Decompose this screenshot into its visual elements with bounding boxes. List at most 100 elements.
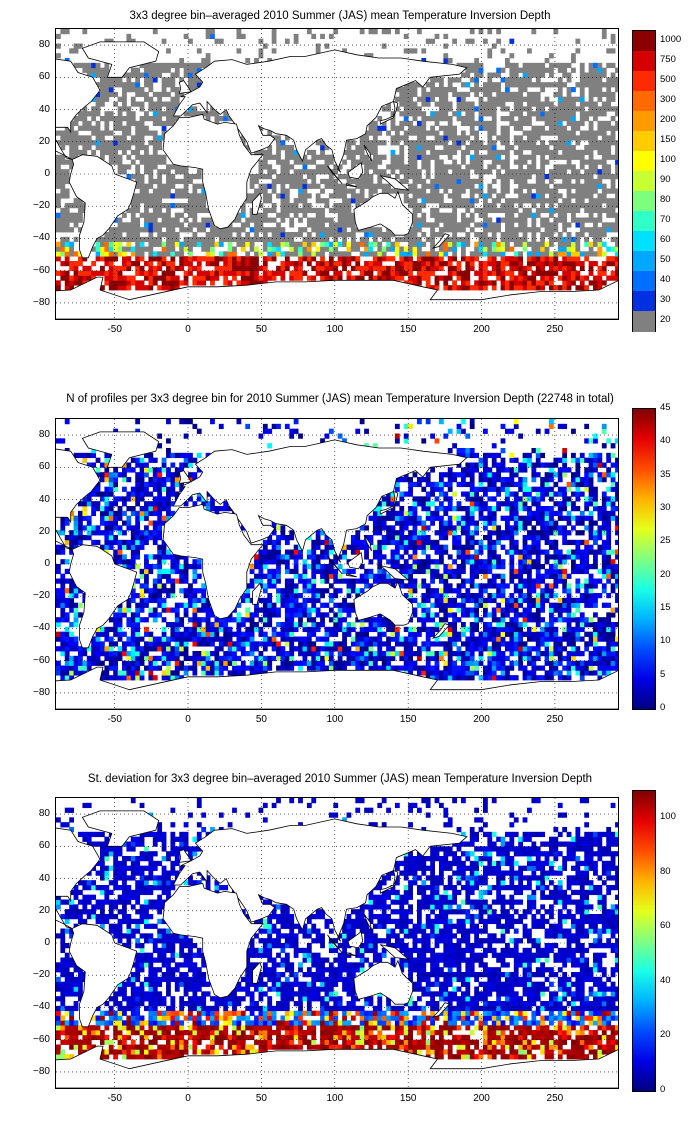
bin-cell xyxy=(452,145,457,151)
bin-cell xyxy=(166,573,171,579)
bin-cell xyxy=(130,636,136,642)
bin-cell xyxy=(56,578,61,584)
bin-cell xyxy=(148,169,154,175)
bin-cell xyxy=(588,246,594,252)
bin-cell xyxy=(408,149,413,156)
bin-cell xyxy=(496,72,502,78)
bin-cell xyxy=(298,433,303,439)
bin-cell xyxy=(157,578,163,584)
bin-cell xyxy=(553,29,559,35)
bin-cell xyxy=(139,617,145,623)
bin-cell xyxy=(350,198,356,204)
bin-cell xyxy=(205,256,211,262)
bin-cell xyxy=(139,87,145,93)
bin-cell xyxy=(500,265,506,272)
bin-cell xyxy=(359,145,365,151)
bin-cell xyxy=(298,573,303,579)
bin-cell xyxy=(535,67,541,73)
bin-cell xyxy=(91,261,97,267)
bin-cell xyxy=(412,48,418,54)
bin-cell xyxy=(320,217,325,223)
bin-cell xyxy=(192,193,198,199)
bin-cell xyxy=(183,193,189,199)
bin-cell xyxy=(166,622,171,628)
bin-cell xyxy=(214,227,220,233)
bin-cell xyxy=(188,665,193,671)
bin-cell xyxy=(408,203,413,209)
bin-cell xyxy=(386,188,391,194)
bin-cell xyxy=(82,116,88,122)
bin-cell xyxy=(170,462,176,468)
bin-cell xyxy=(152,91,158,98)
bin-cell xyxy=(258,665,264,671)
bin-cell xyxy=(350,275,356,281)
bin-cell xyxy=(170,491,176,497)
bin-cell xyxy=(104,246,110,252)
bin-cell xyxy=(328,568,334,575)
bin-cell xyxy=(135,477,141,483)
bin-cell xyxy=(302,568,308,575)
bin-cell xyxy=(540,111,546,117)
bin-cell xyxy=(518,96,524,102)
bin-cell xyxy=(104,646,110,652)
bin-cell xyxy=(148,96,154,102)
bin-cell xyxy=(527,120,532,127)
bin-cell xyxy=(271,154,277,160)
bin-cell xyxy=(601,135,607,141)
bin-cell xyxy=(372,164,378,170)
bin-cell xyxy=(64,203,70,209)
bin-cell xyxy=(210,241,215,247)
bin-cell xyxy=(584,82,590,88)
bin-cell xyxy=(254,607,259,613)
bin-cell xyxy=(166,477,171,483)
bin-cell xyxy=(368,120,374,127)
bin-cell xyxy=(113,236,119,243)
bin-cell xyxy=(117,646,123,652)
bin-cell xyxy=(201,58,207,64)
bin-cell xyxy=(557,135,563,141)
bin-cell xyxy=(474,130,479,136)
bin-cell xyxy=(478,207,484,214)
bin-cell xyxy=(240,665,246,671)
bin-cell xyxy=(412,193,418,199)
bin-cell xyxy=(474,67,479,73)
bin-cell xyxy=(579,120,585,127)
bin-cell xyxy=(491,285,497,291)
bin-cell xyxy=(487,169,493,175)
bin-cell xyxy=(544,58,550,64)
bin-cell xyxy=(148,265,154,272)
bin-cell xyxy=(258,169,264,175)
bin-cell xyxy=(152,251,158,257)
bin-cell xyxy=(262,164,268,170)
bin-cell xyxy=(267,443,273,449)
bin-cell xyxy=(469,154,475,160)
bin-cell xyxy=(571,116,576,122)
bin-cell xyxy=(469,116,475,122)
bin-cell xyxy=(205,597,211,604)
bin-cell xyxy=(130,641,136,647)
panel-2-map[interactable] xyxy=(55,418,619,710)
bin-cell xyxy=(271,559,277,565)
bin-cell xyxy=(254,578,259,584)
bin-cell xyxy=(306,612,312,618)
panel-1-map[interactable] xyxy=(55,28,619,320)
coastline xyxy=(178,80,192,94)
bin-cell xyxy=(584,178,590,185)
bin-cell xyxy=(425,275,431,281)
bin-cell xyxy=(157,135,163,141)
bin-cell xyxy=(86,72,92,78)
bin-cell xyxy=(315,593,321,599)
bin-cell xyxy=(416,135,422,141)
bin-cell xyxy=(443,96,449,102)
bin-cell xyxy=(161,77,167,83)
bin-cell xyxy=(606,77,612,83)
bin-cell xyxy=(144,261,149,267)
bin-cell xyxy=(575,106,581,112)
bin-cell xyxy=(315,588,321,594)
bin-cell xyxy=(276,535,281,541)
bin-cell xyxy=(196,270,202,276)
bin-cell xyxy=(161,544,167,550)
bin-cell xyxy=(527,256,532,262)
bin-cell xyxy=(610,183,616,189)
bin-cell xyxy=(179,419,185,425)
